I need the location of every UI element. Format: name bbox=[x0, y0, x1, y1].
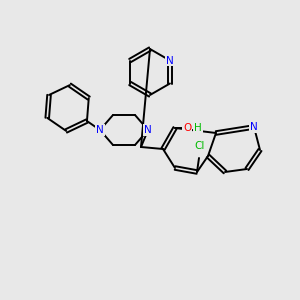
Text: N: N bbox=[96, 125, 104, 135]
Text: N: N bbox=[144, 125, 152, 135]
Text: O: O bbox=[183, 123, 191, 133]
Text: Cl: Cl bbox=[195, 141, 205, 151]
Text: H: H bbox=[194, 123, 202, 133]
Text: N: N bbox=[250, 122, 258, 132]
Text: N: N bbox=[166, 56, 174, 65]
